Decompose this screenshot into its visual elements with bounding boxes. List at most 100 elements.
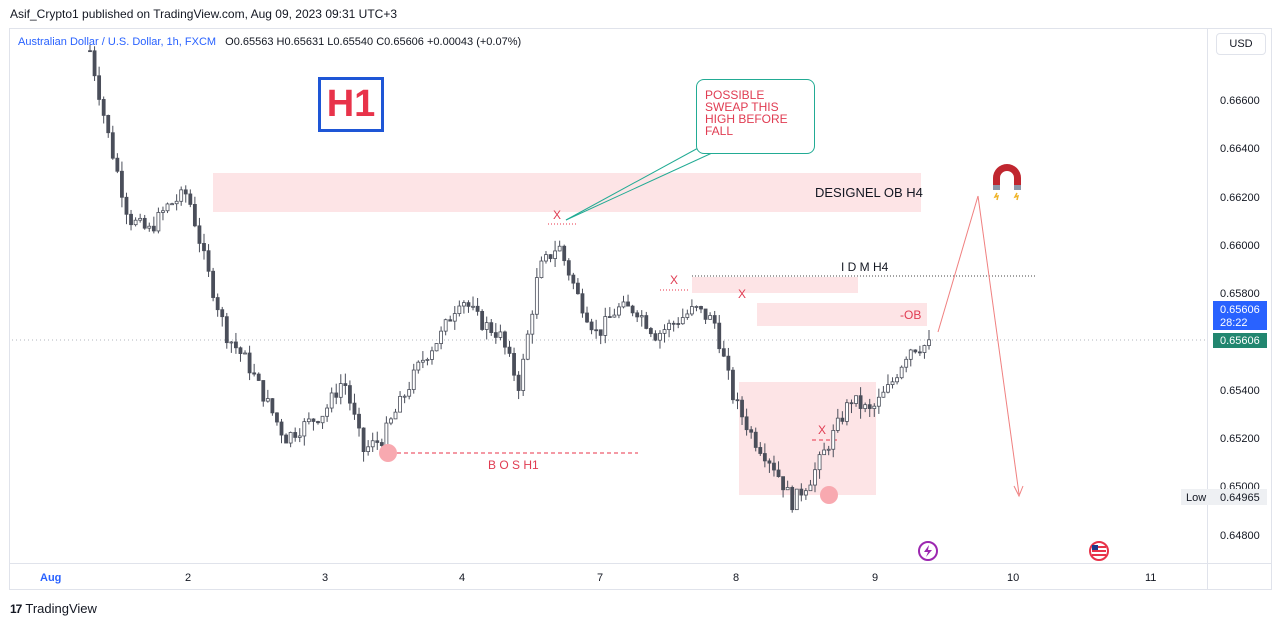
candle-body xyxy=(835,417,840,431)
candle-body xyxy=(831,430,836,450)
candle-body xyxy=(379,442,384,446)
idm-zone xyxy=(692,277,858,293)
candle-body xyxy=(234,341,238,349)
candle-body xyxy=(758,447,763,454)
candle-body xyxy=(776,469,781,478)
tradingview-logo[interactable]: 17 TradingView xyxy=(10,601,97,616)
candle-body xyxy=(398,395,402,413)
candle-body xyxy=(575,282,580,295)
candle-body xyxy=(735,399,740,402)
lightning-icon[interactable] xyxy=(918,541,938,561)
candle-body xyxy=(224,316,229,344)
candle-body xyxy=(493,332,498,338)
candle-body xyxy=(129,213,133,226)
time-tick: 11 xyxy=(1145,572,1156,584)
candle-body xyxy=(863,404,868,409)
candle-body xyxy=(872,405,877,409)
symbol-name[interactable]: Australian Dollar / U.S. Dollar, 1h, FXC… xyxy=(18,36,217,48)
candle-body xyxy=(480,311,485,330)
us-flag-icon[interactable] xyxy=(1089,541,1109,561)
candle-body xyxy=(680,317,685,325)
chart-frame xyxy=(9,28,1272,590)
candle-body xyxy=(671,322,676,325)
price-axis[interactable]: 0.66600 0.66400 0.66200 0.66000 0.65800 … xyxy=(1220,95,1260,542)
time-tick: Aug xyxy=(40,572,61,584)
candle-body xyxy=(243,352,247,355)
candle-body xyxy=(845,402,849,422)
candle-body xyxy=(603,316,608,336)
last-price-badge xyxy=(1213,301,1267,330)
candle-body xyxy=(247,352,252,374)
ob-label: -OB xyxy=(900,308,921,322)
close-price-value: 0.65606 xyxy=(1220,335,1260,347)
x-mark-low: X xyxy=(818,423,826,437)
tradingview-logo-icon: 17 xyxy=(10,601,22,616)
time-axis-separator xyxy=(9,563,1272,564)
candle-body xyxy=(790,487,795,511)
price-tick: 0.65400 xyxy=(1220,385,1260,397)
candle-body xyxy=(197,225,202,244)
candle-body xyxy=(92,50,97,77)
price-tick: 0.65800 xyxy=(1220,288,1260,300)
candle-body xyxy=(133,219,138,226)
candle-body xyxy=(302,421,307,437)
candle-body xyxy=(639,315,644,318)
currency-button[interactable]: USD xyxy=(1216,33,1266,55)
candle-body xyxy=(740,399,744,418)
candle-body xyxy=(462,302,466,307)
candle-body xyxy=(124,196,129,215)
close-price-badge xyxy=(1213,333,1267,348)
candle-body xyxy=(904,358,909,368)
candle-body xyxy=(434,343,439,352)
candle-body xyxy=(334,392,339,398)
symbol-legend[interactable]: Australian Dollar / U.S. Dollar, 1h, FXC… xyxy=(18,36,521,48)
candle-body xyxy=(443,319,448,332)
candle-body xyxy=(858,395,863,409)
candle-body xyxy=(311,418,316,422)
time-axis[interactable]: Aug 2 3 4 7 8 9 10 11 xyxy=(40,572,1156,584)
sweep-callout: POSSIBLE SWEAP THIS HIGH BEFORE FALL xyxy=(696,79,815,154)
candle-body xyxy=(420,359,425,363)
candle-body xyxy=(626,301,630,307)
candle-body xyxy=(407,389,412,397)
candle-body xyxy=(895,377,899,383)
candle-body xyxy=(375,440,380,443)
candle-body xyxy=(142,217,147,229)
candle-body xyxy=(840,417,845,422)
candle-body xyxy=(644,315,649,329)
low-label: Low xyxy=(1186,492,1206,504)
price-tick: 0.65200 xyxy=(1220,433,1260,445)
candle-body xyxy=(667,322,671,331)
candle-body xyxy=(402,395,407,398)
candle-body xyxy=(557,245,562,252)
candle-body xyxy=(794,488,799,511)
candle-body xyxy=(534,277,539,315)
candle-body xyxy=(767,460,772,464)
candle-body xyxy=(662,329,667,334)
candle-body xyxy=(617,306,621,316)
candle-body xyxy=(475,305,480,312)
designel-ob-label: DESIGNEL OB H4 xyxy=(815,185,923,200)
candle-body xyxy=(703,308,708,320)
bos-label: B O S H1 xyxy=(488,458,539,472)
candle-body xyxy=(607,316,612,318)
candle-body xyxy=(803,490,808,496)
candle-body xyxy=(411,369,416,390)
candle-body xyxy=(731,369,735,401)
candle-body xyxy=(913,349,918,353)
time-tick: 10 xyxy=(1007,572,1019,584)
candle-body xyxy=(466,302,471,307)
price-tick: 0.66000 xyxy=(1220,240,1260,252)
candle-body xyxy=(562,245,567,262)
candle-body xyxy=(849,402,854,405)
candle-body xyxy=(890,381,895,386)
projection-path xyxy=(937,195,1024,498)
idm-label: I D M H4 xyxy=(841,260,889,274)
candle-body xyxy=(416,361,421,371)
candle-body xyxy=(192,204,197,227)
low-badge xyxy=(1181,489,1267,505)
candle-body xyxy=(361,427,366,452)
bos-marker xyxy=(379,444,397,462)
candle-body xyxy=(101,99,106,116)
